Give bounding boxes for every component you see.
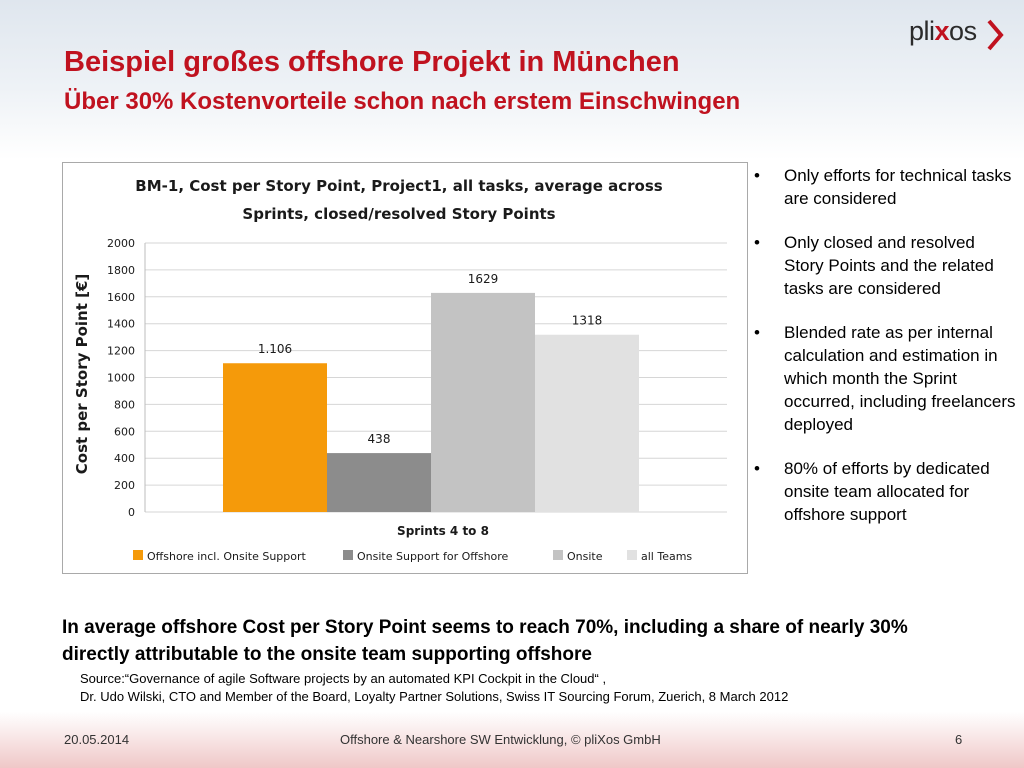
plixos-logo: plixos xyxy=(909,16,1009,52)
bullet-dot: • xyxy=(754,233,760,252)
bullet-item: • Only efforts for technical tasks are co… xyxy=(754,164,1016,210)
chart-legend-swatch xyxy=(627,550,637,560)
chart-y-tick-label: 0 xyxy=(128,506,135,519)
chart-bar xyxy=(223,363,327,512)
summary-text: In average offshore Cost per Story Point… xyxy=(62,617,908,665)
footer-copyright: Offshore & Nearshore SW Entwicklung, © p… xyxy=(340,732,661,747)
bar-chart-svg: BM-1, Cost per Story Point, Project1, al… xyxy=(73,177,727,563)
chart-y-axis-label: Cost per Story Point [€] xyxy=(73,274,91,475)
logo-text-end: os xyxy=(949,16,977,46)
chart-bar xyxy=(431,292,535,512)
chart-legend-label: Onsite Support for Offshore xyxy=(357,550,509,563)
chart-x-axis-label: Sprints 4 to 8 xyxy=(397,524,489,538)
bullet-text: Only efforts for technical tasks are con… xyxy=(784,166,1012,208)
source-line-1: Source:“Governance of agile Software pro… xyxy=(80,671,607,686)
source-citation: Source:“Governance of agile Software pro… xyxy=(80,670,980,706)
bullet-item: • Blended rate as per internal calculatio… xyxy=(754,321,1016,436)
logo-text-start: pli xyxy=(909,16,935,46)
chart-y-tick-label: 400 xyxy=(114,452,135,465)
chart-title-line1: BM-1, Cost per Story Point, Project1, al… xyxy=(135,177,662,195)
chart-y-tick-label: 1600 xyxy=(107,291,135,304)
bullet-text: 80% of efforts by dedicated onsite team … xyxy=(784,459,990,524)
chart-y-tick-label: 1400 xyxy=(107,318,135,331)
chart-y-tick-label: 1000 xyxy=(107,372,135,385)
footer-date: 20.05.2014 xyxy=(64,732,130,747)
chart-legend-swatch xyxy=(133,550,143,560)
bullet-text: Blended rate as per internal calculation… xyxy=(784,323,1016,434)
logo-chevron-icon xyxy=(987,19,1004,51)
logo-text-x: x xyxy=(934,16,950,46)
bullet-list: • Only efforts for technical tasks are co… xyxy=(754,164,1016,547)
chart-data-label: 1318 xyxy=(572,314,603,328)
chart-y-tick-label: 1200 xyxy=(107,345,135,358)
source-line-2: Dr. Udo Wilski, CTO and Member of the Bo… xyxy=(80,689,789,704)
chart-bar xyxy=(327,453,431,512)
bullet-dot: • xyxy=(754,166,760,185)
chart-y-tick-label: 200 xyxy=(114,479,135,492)
bullet-dot: • xyxy=(754,323,760,342)
bullet-item: • Only closed and resolved Story Points a… xyxy=(754,231,1016,300)
page-subtitle: Über 30% Kostenvorteile schon nach erste… xyxy=(64,88,741,115)
footer-background xyxy=(0,712,1024,768)
bullet-text: Only closed and resolved Story Points an… xyxy=(784,233,994,298)
bar-chart: BM-1, Cost per Story Point, Project1, al… xyxy=(62,162,748,574)
chart-legend-label: Onsite xyxy=(567,550,603,563)
chart-legend-label: all Teams xyxy=(641,550,692,563)
chart-title-line2: Sprints, closed/resolved Story Points xyxy=(242,205,555,223)
header-background xyxy=(0,0,1024,160)
chart-legend-swatch xyxy=(343,550,353,560)
page-number: 6 xyxy=(955,732,963,747)
chart-y-tick-label: 800 xyxy=(114,398,135,411)
page-title: Beispiel großes offshore Projekt in Münc… xyxy=(64,46,680,78)
chart-data-label: 438 xyxy=(368,432,391,446)
chart-bar xyxy=(535,334,639,512)
chart-data-label: 1629 xyxy=(468,272,499,286)
chart-legend-label: Offshore incl. Onsite Support xyxy=(147,550,307,563)
bullet-item: • 80% of efforts by dedicated onsite team… xyxy=(754,457,1016,526)
logo-text: plixos xyxy=(909,16,977,46)
chart-legend-swatch xyxy=(553,550,563,560)
chart-y-tick-label: 2000 xyxy=(107,237,135,250)
chart-y-tick-label: 1800 xyxy=(107,264,135,277)
chart-y-tick-label: 600 xyxy=(114,425,135,438)
bullet-dot: • xyxy=(754,459,760,478)
chart-data-label: 1.106 xyxy=(258,342,292,356)
